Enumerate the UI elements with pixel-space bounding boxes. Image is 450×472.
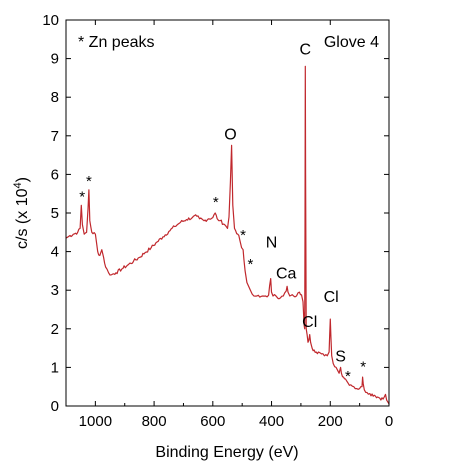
- y-tick-label: 2: [51, 321, 59, 338]
- y-tick-label: 1: [51, 359, 59, 376]
- peak-label: S: [335, 349, 346, 366]
- x-tick-label: 800: [142, 413, 167, 430]
- x-tick-label: 1000: [79, 413, 112, 430]
- y-tick-label: 6: [51, 166, 59, 183]
- zn-peaks-note: * Zn peaks: [78, 34, 154, 51]
- y-tick-label: 9: [51, 51, 59, 68]
- zn-peak-marker: *: [247, 256, 253, 273]
- y-tick-label: 8: [51, 89, 59, 106]
- peak-label: O: [224, 127, 236, 144]
- y-tick-label: 7: [51, 128, 59, 145]
- y-tick-label: 4: [51, 244, 59, 261]
- peak-label: Ca: [276, 266, 297, 283]
- peak-label: N: [266, 235, 278, 252]
- zn-peak-marker: *: [86, 173, 92, 190]
- x-tick-label: 400: [259, 413, 284, 430]
- x-tick-label: 600: [200, 413, 225, 430]
- spectrum-line: [65, 65, 390, 405]
- zn-peak-marker: *: [79, 188, 85, 205]
- y-tick-label: 5: [51, 205, 59, 222]
- zn-peak-marker: *: [240, 227, 246, 244]
- sample-label: Glove 4: [324, 34, 379, 51]
- peak-label: Cl: [302, 314, 317, 331]
- y-axis-title: c/s (x 104): [12, 177, 31, 249]
- plot-frame: [65, 19, 390, 407]
- x-tick-label: 0: [385, 413, 393, 430]
- zn-peak-marker: *: [360, 358, 366, 375]
- x-axis-title: Binding Energy (eV): [155, 444, 298, 461]
- y-tick-label: 0: [51, 398, 59, 415]
- peak-label: C: [300, 42, 312, 59]
- y-tick-label: 10: [42, 12, 59, 29]
- axis-ticks: 0 1 2 3 4 5 6 7 8 9 10 1000 800 600 400 200 0: [42, 12, 393, 430]
- x-tick-label: 200: [318, 413, 343, 430]
- peak-label: Cl: [324, 289, 339, 306]
- zn-peak-marker: *: [213, 194, 219, 211]
- y-tick-label: 3: [51, 282, 59, 299]
- zn-peak-marker: *: [345, 368, 351, 385]
